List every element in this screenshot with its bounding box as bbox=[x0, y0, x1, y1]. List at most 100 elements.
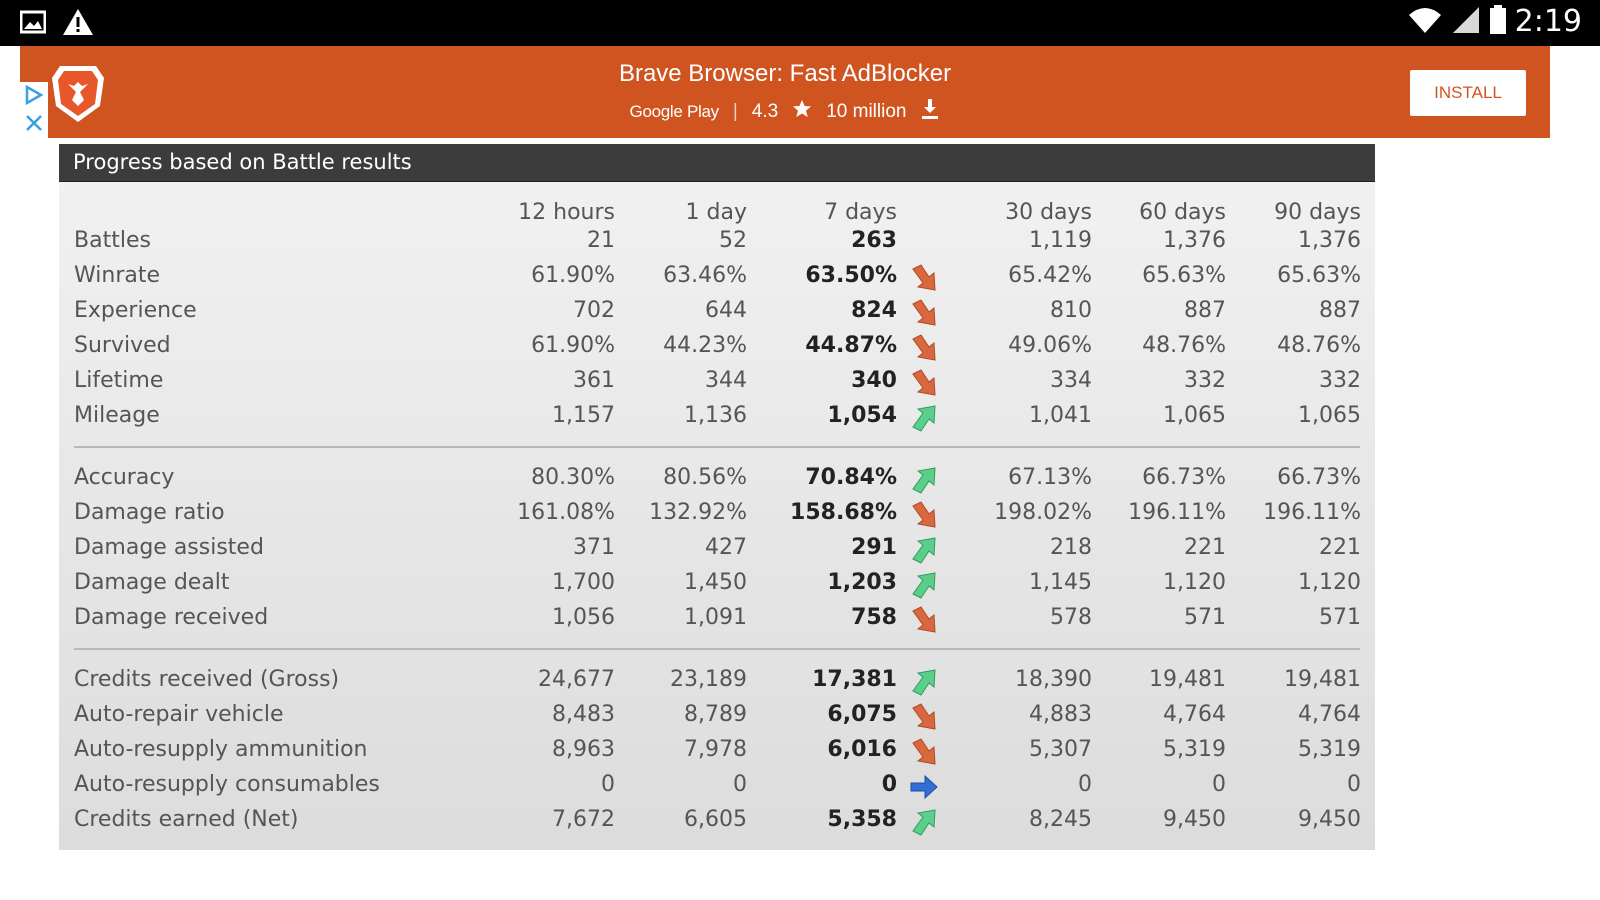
stat-label: Battles bbox=[74, 228, 151, 253]
trend-up-arrow-icon bbox=[909, 570, 939, 600]
stat-value-0: 21 bbox=[587, 228, 615, 253]
stat-value-5: 9,450 bbox=[1298, 807, 1361, 832]
stat-value-0: 61.90% bbox=[531, 263, 615, 288]
stat-value-2: 758 bbox=[851, 605, 897, 630]
stat-row: Survived 61.90% 44.23% 44.87% 49.06% 48.76% 48… bbox=[59, 333, 1375, 367]
stat-value-4: 65.63% bbox=[1142, 263, 1226, 288]
stat-row: Credits received (Gross) 24,677 23,189 17,3… bbox=[59, 667, 1375, 701]
ad-store: Google Play bbox=[629, 102, 720, 121]
ad-rating: 4.3 bbox=[751, 101, 779, 122]
stat-value-4: 48.76% bbox=[1142, 333, 1226, 358]
column-header-5: 90 days bbox=[1274, 200, 1361, 225]
download-icon bbox=[920, 98, 940, 126]
section-divider bbox=[74, 648, 1360, 650]
stat-value-4: 0 bbox=[1212, 772, 1226, 797]
stat-value-1: 52 bbox=[719, 228, 747, 253]
stat-value-0: 1,700 bbox=[552, 570, 615, 595]
stat-value-5: 4,764 bbox=[1298, 702, 1361, 727]
stat-value-4: 5,319 bbox=[1163, 737, 1226, 762]
stat-value-5: 48.76% bbox=[1277, 333, 1361, 358]
stat-label: Auto-resupply ammunition bbox=[74, 737, 368, 762]
stat-value-2: 0 bbox=[881, 772, 897, 797]
stat-label: Credits earned (Net) bbox=[74, 807, 299, 832]
column-header-0: 12 hours bbox=[518, 200, 615, 225]
trend-up-arrow-icon bbox=[909, 667, 939, 697]
stat-value-4: 332 bbox=[1184, 368, 1226, 393]
stat-label: Mileage bbox=[74, 403, 160, 428]
stat-value-2: 5,358 bbox=[827, 807, 897, 832]
stat-value-4: 221 bbox=[1184, 535, 1226, 560]
trend-down-arrow-icon bbox=[909, 737, 939, 767]
stat-value-0: 24,677 bbox=[538, 667, 615, 692]
stat-value-2: 70.84% bbox=[805, 465, 897, 490]
stat-label: Winrate bbox=[74, 263, 161, 288]
stat-value-3: 18,390 bbox=[1015, 667, 1092, 692]
ad-choices[interactable] bbox=[20, 82, 48, 138]
trend-up-arrow-icon bbox=[909, 403, 939, 433]
stat-value-3: 218 bbox=[1050, 535, 1092, 560]
stat-value-4: 196.11% bbox=[1128, 500, 1226, 525]
stat-value-5: 5,319 bbox=[1298, 737, 1361, 762]
stat-label: Auto-resupply consumables bbox=[74, 772, 380, 797]
stat-value-2: 263 bbox=[851, 228, 897, 253]
stat-value-1: 8,789 bbox=[684, 702, 747, 727]
stat-value-0: 80.30% bbox=[531, 465, 615, 490]
stat-value-4: 66.73% bbox=[1142, 465, 1226, 490]
stat-value-5: 221 bbox=[1319, 535, 1361, 560]
stat-value-4: 4,764 bbox=[1163, 702, 1226, 727]
stat-value-3: 5,307 bbox=[1029, 737, 1092, 762]
ad-separator: | bbox=[732, 101, 738, 122]
stat-value-1: 427 bbox=[705, 535, 747, 560]
stat-value-1: 644 bbox=[705, 298, 747, 323]
stat-value-4: 9,450 bbox=[1163, 807, 1226, 832]
trend-down-arrow-icon bbox=[909, 500, 939, 530]
stat-value-3: 65.42% bbox=[1008, 263, 1092, 288]
stat-label: Lifetime bbox=[74, 368, 164, 393]
stat-value-2: 158.68% bbox=[790, 500, 897, 525]
brave-logo-icon[interactable] bbox=[50, 62, 106, 124]
trend-down-arrow-icon bbox=[909, 263, 939, 293]
stat-value-1: 7,978 bbox=[684, 737, 747, 762]
stat-row: Auto-repair vehicle 8,483 8,789 6,075 4,883 4… bbox=[59, 702, 1375, 736]
stat-row: Experience 702 644 824 810 887 887 bbox=[59, 298, 1375, 332]
section-divider bbox=[74, 446, 1360, 448]
ad-info-icon[interactable] bbox=[23, 84, 45, 110]
trend-flat-arrow-icon bbox=[909, 772, 939, 802]
stat-value-0: 7,672 bbox=[552, 807, 615, 832]
stat-value-3: 578 bbox=[1050, 605, 1092, 630]
stat-value-1: 1,450 bbox=[684, 570, 747, 595]
stat-value-4: 887 bbox=[1184, 298, 1226, 323]
install-button[interactable]: INSTALL bbox=[1410, 70, 1526, 116]
ad-close-icon[interactable] bbox=[23, 112, 45, 138]
stat-value-1: 1,136 bbox=[684, 403, 747, 428]
stat-label: Damage dealt bbox=[74, 570, 230, 595]
stat-row: Damage assisted 371 427 291 218 221 221 bbox=[59, 535, 1375, 569]
status-bar: 2:19 bbox=[0, 0, 1600, 46]
stat-value-2: 1,203 bbox=[827, 570, 897, 595]
ad-banner[interactable]: Brave Browser: Fast AdBlocker Google Pla… bbox=[20, 46, 1550, 138]
stat-value-3: 1,041 bbox=[1029, 403, 1092, 428]
image-icon bbox=[19, 10, 47, 38]
stat-row: Mileage 1,157 1,136 1,054 1,041 1,065 1,065 bbox=[59, 403, 1375, 437]
stat-value-3: 49.06% bbox=[1008, 333, 1092, 358]
trend-down-arrow-icon bbox=[909, 605, 939, 635]
stat-value-2: 44.87% bbox=[805, 333, 897, 358]
stat-value-5: 19,481 bbox=[1284, 667, 1361, 692]
battery-icon bbox=[1489, 4, 1507, 39]
stat-value-3: 8,245 bbox=[1029, 807, 1092, 832]
trend-down-arrow-icon bbox=[909, 702, 939, 732]
stat-label: Experience bbox=[74, 298, 197, 323]
signal-icon bbox=[1451, 5, 1481, 39]
stat-value-5: 65.63% bbox=[1277, 263, 1361, 288]
star-icon bbox=[792, 99, 812, 125]
ad-title[interactable]: Brave Browser: Fast AdBlocker bbox=[618, 60, 952, 87]
stat-value-3: 810 bbox=[1050, 298, 1092, 323]
stat-value-1: 23,189 bbox=[670, 667, 747, 692]
stat-row: Auto-resupply ammunition 8,963 7,978 6,016 5… bbox=[59, 737, 1375, 771]
stat-value-1: 6,605 bbox=[684, 807, 747, 832]
stat-row: Lifetime 361 344 340 334 332 332 bbox=[59, 368, 1375, 402]
stat-value-1: 80.56% bbox=[663, 465, 747, 490]
stat-label: Survived bbox=[74, 333, 171, 358]
wifi-icon bbox=[1407, 5, 1443, 39]
clock-time: 2:19 bbox=[1514, 4, 1582, 39]
